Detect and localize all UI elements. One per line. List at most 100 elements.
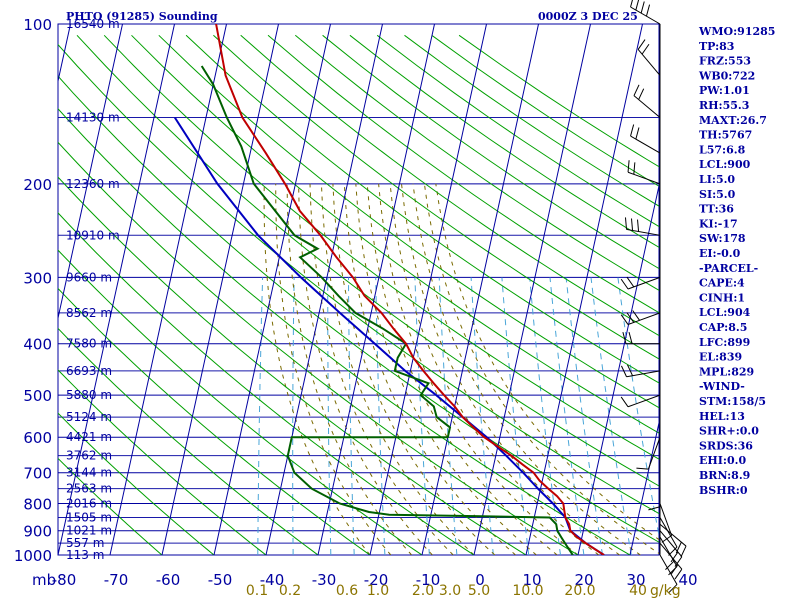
dry-adiabat [58, 107, 631, 555]
wind-barb-flag [638, 88, 645, 100]
moist-adiabat [298, 183, 433, 555]
temperature-tick-label: -40 [260, 571, 285, 589]
stability-index: STM:158/5 [699, 395, 766, 408]
mixing-ratio-label: 0.2 [279, 583, 301, 599]
moist-adiabat [423, 183, 659, 555]
height-label: 14130 m [66, 111, 120, 125]
pressure-tick-label: 100 [23, 16, 52, 34]
stability-index: PW:1.01 [699, 84, 750, 97]
pressure-tick-label: 300 [23, 269, 52, 287]
height-label: 7580 m [66, 337, 112, 351]
wind-barb-flag [630, 0, 633, 8]
dry-adiabat [58, 212, 475, 555]
mixing-ratio-line [470, 277, 494, 555]
stability-index: MAXT:26.7 [699, 114, 767, 127]
plot-frame [57, 23, 660, 556]
dry-adiabat [267, 34, 659, 314]
stability-index: TH:5767 [699, 129, 752, 142]
wind-barb-flag [648, 506, 661, 511]
dry-adiabat [58, 369, 267, 555]
mixing-ratio-label: 3.0 [439, 583, 461, 599]
mixing-ratio-line [292, 277, 295, 555]
wind-barb-flag [626, 312, 635, 323]
temperature-tick-label: 40 [678, 571, 697, 589]
temperature-tick-label: -30 [312, 571, 337, 589]
height-label: 2563 m [66, 482, 112, 496]
wind-barb-flag [670, 551, 679, 563]
stability-index: LI:5.0 [699, 173, 735, 186]
isotherm-line [109, 24, 227, 555]
height-label: 8562 m [66, 306, 112, 320]
wind-barb-flag [620, 365, 627, 377]
height-label: 3144 m [66, 466, 112, 480]
isotherm-line [421, 24, 539, 555]
stability-index: SRDS:36 [699, 439, 753, 452]
moist-adiabat [320, 183, 475, 555]
stability-index: TP:83 [699, 40, 734, 53]
dry-adiabat [322, 34, 659, 270]
wind-barb-flag [622, 331, 627, 344]
temperature-tick-label: 20 [574, 571, 593, 589]
mixing-ratio-line [327, 277, 332, 555]
wind-barb [626, 228, 661, 236]
isotherm-line [213, 24, 331, 555]
wind-barb-flag [640, 1, 645, 14]
temperature-tick-label: 10 [522, 571, 541, 589]
wind-barb-flag [637, 219, 640, 232]
wind-barb-flag [661, 535, 672, 543]
wind-barb [659, 503, 673, 536]
stability-index: RH:55.3 [699, 99, 749, 112]
stability-index: LCL:904 [699, 306, 751, 319]
dry-adiabat [58, 457, 163, 555]
mixing-ratio-line [375, 277, 386, 555]
dry-adiabat [103, 34, 659, 460]
isotherm-line [265, 24, 383, 555]
dry-adiabat [58, 141, 579, 555]
temperature-tick-label: -70 [104, 571, 129, 589]
isotherm-line [369, 24, 487, 555]
wind-barb [627, 276, 661, 290]
wind-barb-flag [628, 331, 633, 344]
height-label: 9660 m [66, 270, 112, 284]
wind-barb [627, 312, 661, 325]
stability-index: L57:6.8 [699, 143, 746, 156]
temperature-tick-label: -50 [208, 571, 233, 589]
mixing-ratio-label: 5.0 [468, 583, 490, 599]
stability-index: -PARCEL- [699, 262, 758, 275]
wind-barb-flag [620, 396, 629, 408]
mixing-ratio-label: 10.0 [512, 583, 543, 599]
wind-barb-flag [675, 541, 682, 554]
wind-barb-flag [635, 0, 640, 11]
stability-index: MPL:829 [699, 365, 754, 378]
wind-barb [637, 49, 661, 76]
wind-barb-flag [668, 546, 678, 556]
dry-adiabat [185, 34, 659, 384]
height-label: 2016 m [66, 497, 112, 511]
mixing-ratio-line [438, 277, 458, 555]
moist-adiabat [286, 183, 412, 555]
pressure-tick-label: 200 [23, 176, 52, 194]
height-label: 3762 m [66, 449, 112, 463]
moist-adiabat [263, 183, 371, 555]
wind-barb [630, 135, 661, 154]
stability-index: KI:-17 [699, 217, 738, 230]
wind-barb [627, 171, 661, 185]
height-label: 1021 m [66, 524, 112, 538]
stability-index: SW:178 [699, 232, 746, 245]
stability-index: LFC:899 [699, 336, 750, 349]
temperature-tick-label: 0 [475, 571, 485, 589]
temperature-tick-label: -60 [156, 571, 181, 589]
moist-adiabat [378, 183, 579, 555]
wind-barb [659, 554, 678, 585]
wind-barb [633, 95, 661, 118]
stability-index: -WIND- [699, 380, 745, 393]
dewpoint-trace [200, 65, 574, 555]
wind-barb-flag [624, 217, 628, 230]
wind-barb-flag [645, 4, 651, 17]
stability-index: EL:839 [699, 351, 742, 364]
wind-barb-flag [668, 566, 678, 576]
temperature-tick-label: 30 [626, 571, 645, 589]
y-unit-label: mb [32, 571, 56, 589]
height-label: 16540 m [66, 17, 120, 31]
